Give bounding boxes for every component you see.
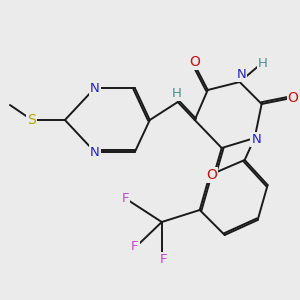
Text: N: N — [251, 133, 261, 146]
Text: F: F — [122, 192, 129, 205]
Text: F: F — [160, 253, 167, 266]
Text: N: N — [90, 82, 100, 94]
Text: F: F — [131, 240, 139, 253]
Text: H: H — [258, 57, 268, 70]
Text: N: N — [90, 146, 100, 158]
Text: S: S — [28, 113, 36, 127]
Text: N: N — [236, 68, 246, 81]
Text: O: O — [206, 168, 217, 182]
Text: O: O — [189, 55, 200, 69]
Text: O: O — [288, 91, 298, 105]
Text: H: H — [171, 86, 181, 100]
